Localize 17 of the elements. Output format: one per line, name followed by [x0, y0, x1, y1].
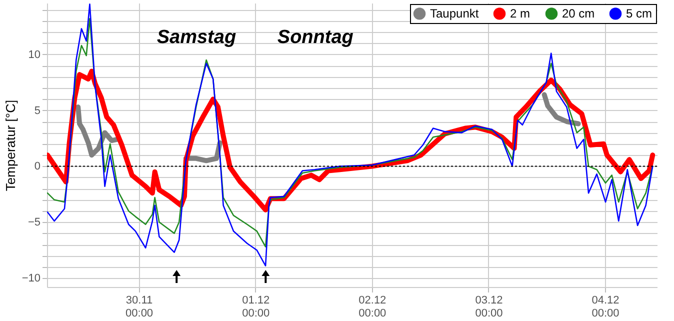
y-tick-label: 10: [28, 48, 40, 61]
y-axis-title: Temperatur [°C]: [2, 100, 18, 192]
x-tick-label: 02.12 00:00: [358, 294, 386, 320]
annotation: Sonntag: [277, 27, 354, 48]
legend-label: 2 m: [510, 6, 530, 21]
annotation: Samstag: [156, 27, 236, 48]
x-tick-label: 30.11 00:00: [126, 294, 154, 320]
x-tick-label: 01.12 00:00: [242, 294, 270, 320]
y-tick-label: −5: [28, 216, 40, 229]
legend-label: Taupunkt: [430, 6, 480, 21]
y-tick-label: −10: [22, 272, 40, 285]
x-tick-label: 03.12 00:00: [475, 294, 503, 320]
legend-label: 5 cm: [626, 6, 652, 21]
x-tick-label: 04.12 00:00: [592, 294, 620, 320]
legend-label: 20 cm: [562, 6, 595, 21]
y-tick-label: 0: [34, 160, 40, 173]
y-tick-label: 5: [34, 104, 40, 117]
